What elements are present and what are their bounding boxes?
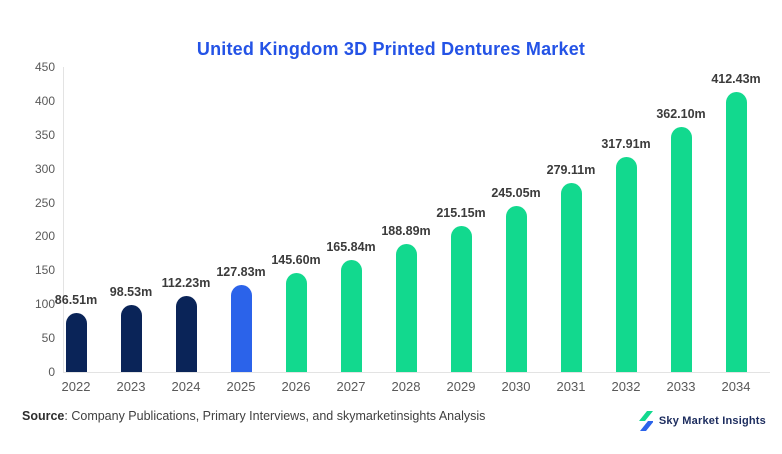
bar-value-label: 165.84m bbox=[326, 239, 376, 254]
bar bbox=[340, 259, 362, 372]
x-tick-label: 2032 bbox=[611, 379, 641, 394]
bar bbox=[505, 205, 527, 372]
bar-value-label: 112.23m bbox=[161, 275, 211, 290]
bar bbox=[120, 305, 142, 372]
x-tick-label: 2027 bbox=[336, 379, 366, 394]
bar bbox=[65, 313, 87, 372]
y-tick-label: 250 bbox=[34, 195, 55, 210]
x-tick-label: 2033 bbox=[666, 379, 696, 394]
bar bbox=[230, 285, 252, 372]
y-tick-label: 300 bbox=[34, 161, 55, 176]
source-text: : Company Publications, Primary Intervie… bbox=[64, 409, 486, 423]
bar bbox=[450, 226, 472, 372]
y-tick-label: 200 bbox=[34, 229, 55, 244]
x-axis-line bbox=[63, 372, 770, 373]
x-tick-label: 2025 bbox=[226, 379, 256, 394]
x-tick-label: 2026 bbox=[281, 379, 311, 394]
x-tick-label: 2024 bbox=[171, 379, 201, 394]
source-note: Source: Company Publications, Primary In… bbox=[22, 409, 485, 423]
bar-value-label: 188.89m bbox=[381, 223, 431, 238]
bar-value-label: 279.11m bbox=[546, 162, 596, 177]
y-axis-line bbox=[63, 67, 64, 372]
bar-value-label: 317.91m bbox=[601, 136, 651, 151]
y-tick-label: 450 bbox=[34, 60, 55, 74]
bar-value-label: 215.15m bbox=[436, 206, 486, 221]
y-tick-label: 150 bbox=[34, 263, 55, 278]
bar bbox=[725, 92, 747, 372]
bar-value-label: 145.60m bbox=[271, 253, 321, 268]
bar-value-label: 362.10m bbox=[656, 106, 706, 121]
y-tick-label: 350 bbox=[34, 127, 55, 142]
brand-name: Sky Market Insights bbox=[658, 415, 766, 427]
y-tick-label: 400 bbox=[34, 93, 55, 108]
source-label: Source bbox=[22, 409, 65, 423]
bar bbox=[285, 273, 307, 372]
y-tick-label: 100 bbox=[34, 297, 55, 312]
bar-value-label: 412.43m bbox=[711, 72, 761, 87]
y-tick-label: 50 bbox=[41, 331, 55, 346]
lightning-bolt-icon bbox=[638, 411, 653, 431]
bar bbox=[175, 295, 197, 372]
x-tick-label: 2034 bbox=[721, 379, 751, 394]
brand-logo: Sky Market Insights bbox=[638, 411, 766, 431]
bar bbox=[615, 156, 637, 372]
bar bbox=[560, 182, 582, 372]
y-tick-label: 0 bbox=[48, 365, 55, 379]
x-tick-label: 2031 bbox=[556, 379, 586, 394]
bar-value-label: 245.05m bbox=[491, 185, 541, 200]
bar-value-label: 86.51m bbox=[54, 293, 98, 308]
chart-title: United Kingdom 3D Printed Dentures Marke… bbox=[196, 39, 586, 60]
x-tick-label: 2023 bbox=[116, 379, 146, 394]
x-tick-label: 2028 bbox=[391, 379, 421, 394]
bar-value-label: 98.53m bbox=[109, 285, 153, 300]
bar-value-label: 127.83m bbox=[216, 265, 266, 280]
bar bbox=[670, 126, 692, 372]
x-tick-label: 2029 bbox=[446, 379, 476, 394]
bar bbox=[395, 243, 417, 372]
x-tick-label: 2022 bbox=[61, 379, 91, 394]
x-tick-label: 2030 bbox=[501, 379, 531, 394]
